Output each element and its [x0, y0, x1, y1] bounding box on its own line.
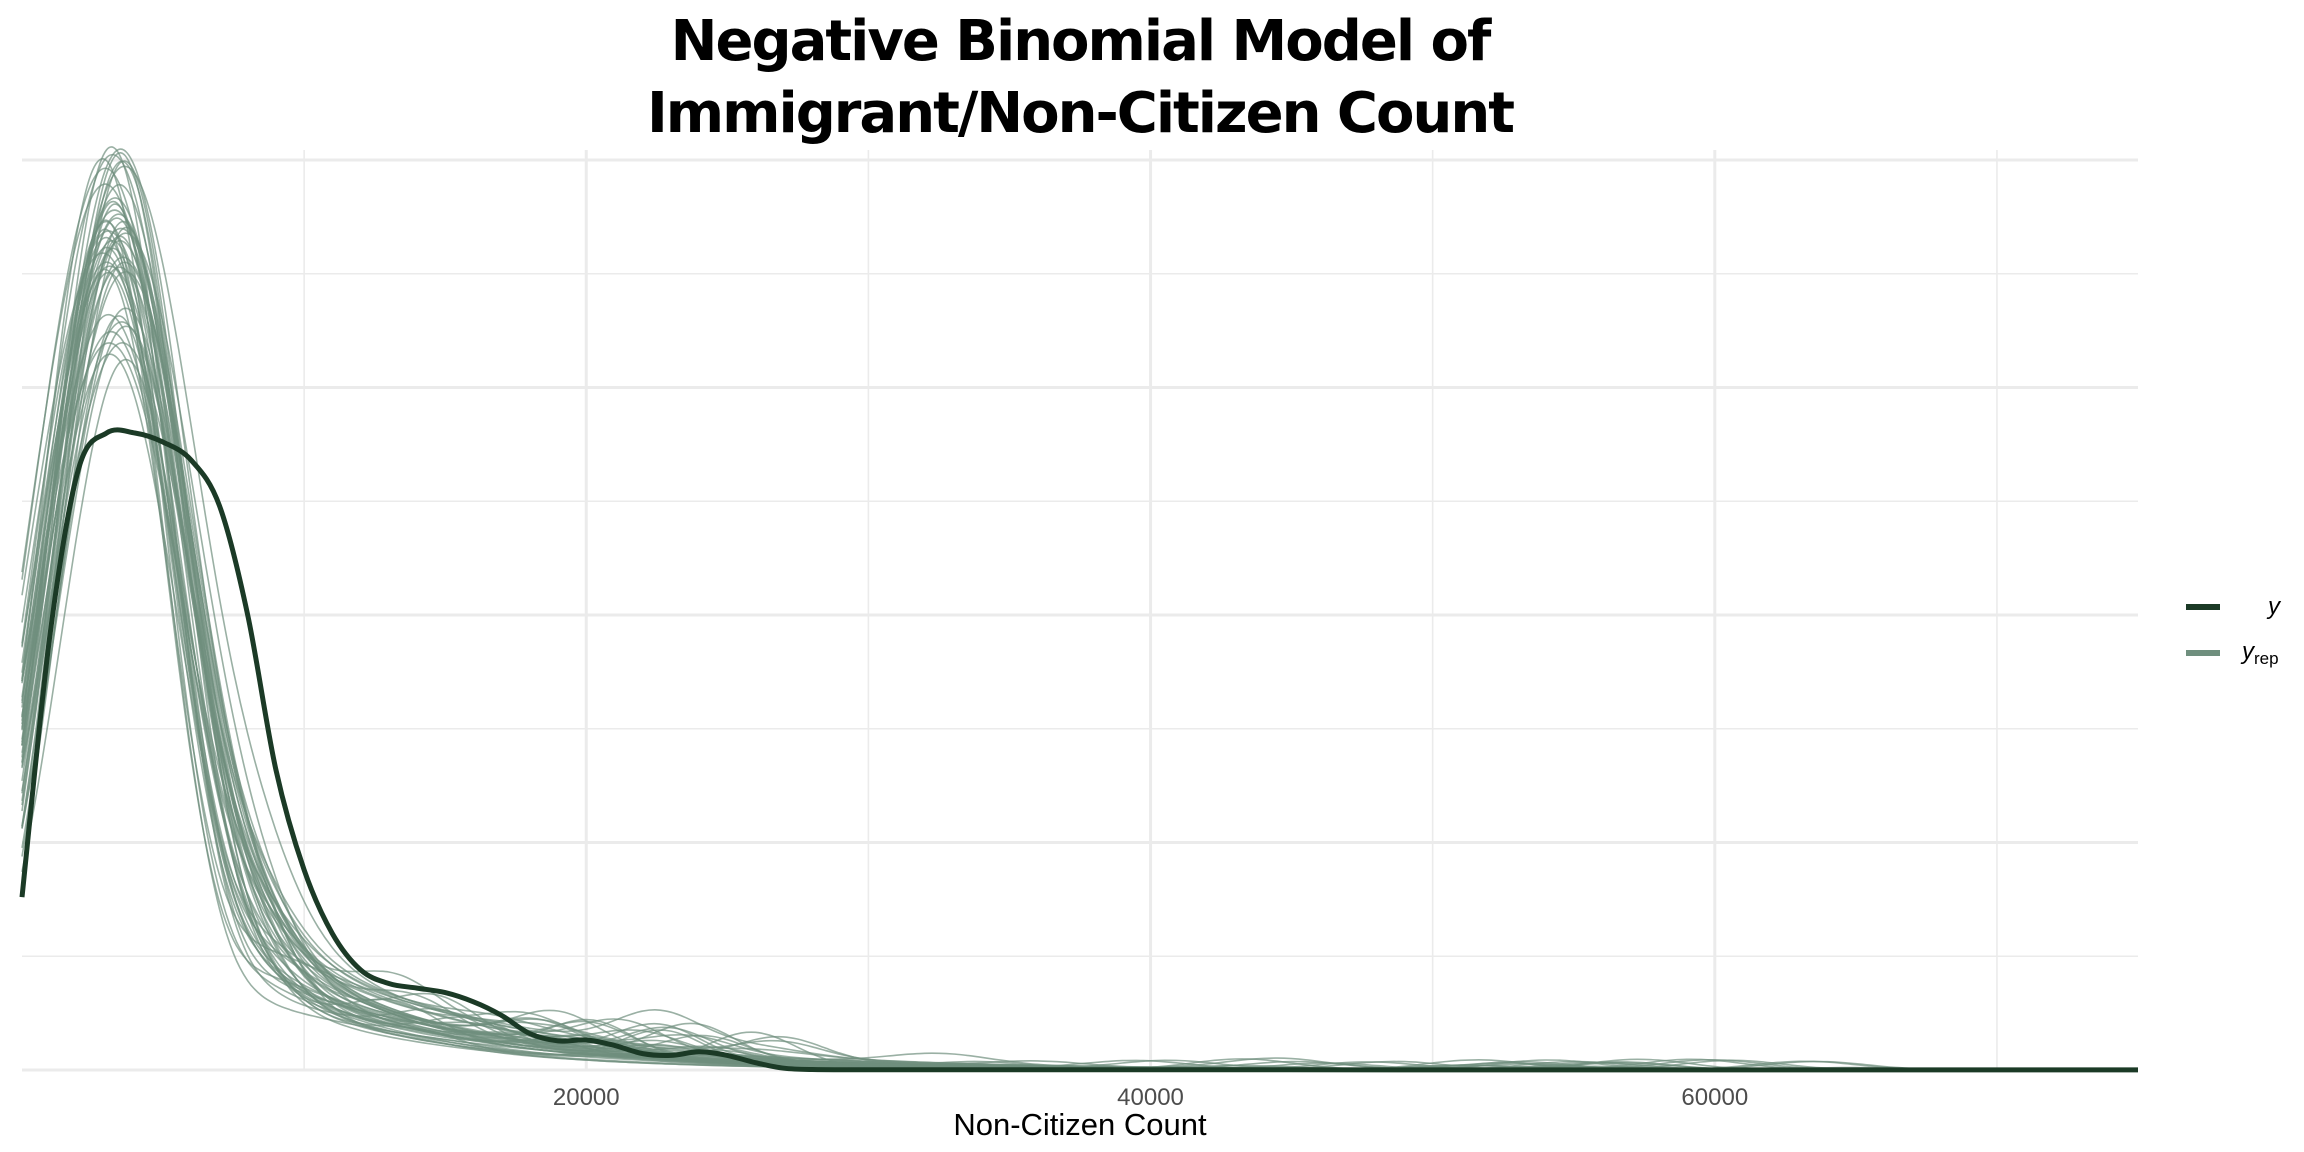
yrep-curve: [21, 271, 2138, 1071]
chart-title-line-1: Negative Binomial Model of: [671, 9, 1492, 74]
yrep-curve: [21, 268, 2138, 1071]
yrep-curve: [21, 330, 2138, 1071]
legend-yrep-subscript: rep: [2254, 649, 2279, 668]
yrep-curve: [21, 358, 2138, 1071]
yrep-curve: [21, 325, 2138, 1071]
yrep-curve: [21, 197, 2138, 1071]
yrep-curve: [21, 165, 2138, 1071]
y-curve: [19, 427, 2138, 1073]
legend: y yrep: [2186, 593, 2282, 668]
legend-yrep-label: yrep: [2240, 638, 2279, 668]
yrep-curve: [21, 342, 2138, 1071]
yrep-curve: [21, 200, 2138, 1071]
yrep-curve: [21, 183, 2138, 1071]
grid-lines: [22, 150, 2138, 1072]
yrep-curve: [21, 203, 2138, 1071]
yrep-density-curves: [21, 146, 2138, 1071]
yrep-curve: [21, 152, 2138, 1071]
yrep-curve: [21, 153, 2138, 1071]
yrep-curve: [21, 148, 2138, 1071]
yrep-curve: [21, 342, 2138, 1071]
x-tick-label: 40000: [1117, 1084, 1184, 1111]
yrep-curve: [21, 271, 2138, 1071]
yrep-curve: [21, 321, 2138, 1071]
x-axis-title: Non-Citizen Count: [953, 1107, 1207, 1142]
yrep-curve: [21, 167, 2138, 1071]
x-tick-labels: 20000 40000 60000: [553, 1084, 1748, 1111]
legend-yrep-main: y: [2240, 638, 2256, 665]
yrep-curve: [21, 183, 2138, 1071]
observed-density-curve: [19, 427, 2138, 1073]
chart-title-line-2: Immigrant/Non-Citizen Count: [647, 81, 1514, 146]
x-tick-label: 20000: [553, 1084, 620, 1111]
x-tick-label: 60000: [1681, 1084, 1748, 1111]
yrep-curve: [21, 146, 2138, 1071]
legend-y-label: y: [2266, 593, 2282, 620]
yrep-curve: [21, 353, 2138, 1071]
